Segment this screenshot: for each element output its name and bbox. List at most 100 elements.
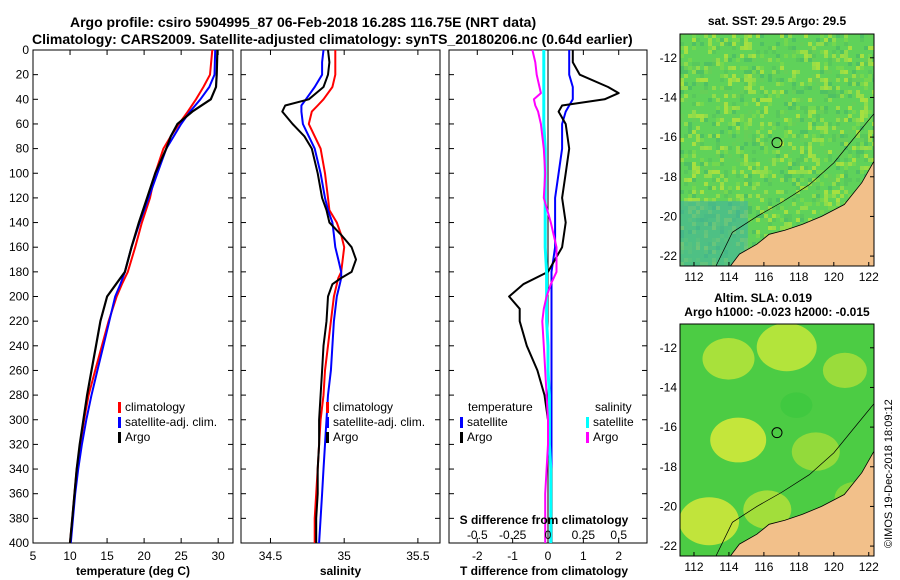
sla-map-ytick-label: -18 — [660, 460, 678, 474]
difference-xtick-label: -2 — [472, 549, 483, 563]
temperature-ytick-label: 160 — [9, 240, 29, 254]
sst-map-xtick-label: 120 — [824, 270, 844, 284]
difference-s-tick-label: 0.5 — [610, 528, 627, 542]
temperature-ytick-label: 40 — [16, 92, 30, 106]
difference-series-2 — [542, 50, 553, 543]
sst-map-xtick-label: 122 — [859, 270, 879, 284]
sla-map-ytick-label: -14 — [660, 380, 678, 394]
difference-legend-s-argo-label: Argo — [593, 430, 619, 444]
sla-map-sla-blob — [822, 352, 867, 388]
sla-map-contour — [715, 403, 874, 556]
figure-title-line1: Argo profile: csiro 5904995_87 06-Feb-20… — [70, 14, 537, 30]
sst-map-ytick-label: -14 — [660, 90, 678, 104]
temperature-ytick-label: 60 — [16, 117, 30, 131]
salinity-legend-0-label: climatology — [333, 400, 393, 414]
sst-map-xtick-label: 116 — [754, 270, 773, 284]
difference-s-tick-label: 0 — [545, 528, 552, 542]
salinity-series-argo — [281, 49, 357, 543]
difference-panel: -2 -1 0 1 2 -0.5 -0.25 0 0.25 0.5S difference fro… — [448, 49, 648, 578]
sla-map-sla-blob — [702, 338, 755, 380]
temperature-legend-0-label: climatology — [125, 400, 185, 414]
temperature-legend-2-label: Argo — [125, 430, 151, 444]
salinity-xtick-label: 35.5 — [406, 549, 430, 563]
temperature-ytick-label: 360 — [9, 487, 29, 501]
sla-map-sla-blob — [756, 324, 817, 372]
sst-map-argo-marker — [771, 137, 783, 149]
sst-map-contour — [715, 113, 874, 266]
sla-map-ytick-label: -22 — [660, 539, 678, 553]
temperature-ytick-label: 20 — [16, 68, 30, 82]
temperature-ytick-label: 240 — [9, 339, 29, 353]
temperature-ytick-label: 180 — [9, 265, 29, 279]
temperature-xtick-label: 15 — [100, 549, 114, 563]
sla-map-sla-blob — [710, 417, 767, 463]
temperature-ytick-label: 120 — [9, 191, 29, 205]
sst-map-ytick-label: -12 — [660, 51, 678, 65]
temperature-ytick-label: 0 — [22, 43, 29, 57]
sla-map-ytick-label: -16 — [660, 420, 678, 434]
difference-xlabel: T difference from climatology — [460, 564, 628, 578]
temperature-ytick-label: 400 — [9, 536, 29, 550]
salinity-frame — [240, 49, 441, 544]
temperature-legend-2-swatch — [118, 432, 121, 443]
difference-xtick-label: 2 — [615, 549, 622, 563]
sst-map-title: sat. SST: 29.5 Argo: 29.5 — [708, 14, 847, 28]
temperature-frame — [32, 49, 234, 544]
sla-map-subtitle: Argo h1000: -0.023 h2000: -0.015 — [684, 305, 870, 319]
temperature-ytick-label: 340 — [9, 462, 29, 476]
temperature-legend-1-swatch — [118, 417, 121, 428]
temperature-xtick-label: 5 — [30, 549, 37, 563]
temperature-ytick-label: 200 — [9, 290, 29, 304]
sla-map-xtick-label: 120 — [824, 560, 844, 574]
temperature-xtick-label: 25 — [174, 549, 188, 563]
sla-map-xtick-label: 114 — [719, 560, 738, 574]
sla-map-ytick-label: -20 — [660, 499, 678, 513]
difference-legend-s-satellite-label: satellite — [593, 415, 634, 429]
salinity-series-climatology — [307, 50, 346, 543]
sst-map-ytick-label: -20 — [660, 209, 678, 223]
temperature-ytick-label: 300 — [9, 413, 29, 427]
sst-map-ytick-label: -22 — [660, 249, 678, 263]
salinity-legend-1-swatch — [326, 417, 329, 428]
temperature-xlabel: temperature (deg C) — [76, 564, 190, 578]
sla-map-panel: 112 114 116 118 120 122 -12 -14 -16 -18 -20 -22 Alti… — [660, 291, 879, 574]
difference-s-xlabel: S difference from climatology — [460, 513, 629, 527]
temperature-ytick-label: 280 — [9, 388, 29, 402]
figure-title-line2: Climatology: CARS2009. Satellite-adjuste… — [32, 31, 633, 47]
difference-xtick-label: 0 — [545, 549, 552, 563]
sst-map-ytick-label: -16 — [660, 130, 678, 144]
sst-map-frame — [679, 33, 875, 267]
sst-map-xtick-label: 112 — [684, 270, 703, 284]
difference-legend-t-satellite-swatch — [460, 417, 463, 428]
temperature-legend-1-label: satellite-adj. clim. — [125, 415, 217, 429]
sst-map-xtick-label: 114 — [719, 270, 738, 284]
sst-map-xtick-label: 118 — [789, 270, 808, 284]
temperature-ytick-label: 100 — [9, 166, 29, 180]
difference-s-tick-label: 0.25 — [572, 528, 596, 542]
sst-map-land — [729, 154, 874, 266]
salinity-xtick-label: 34.5 — [259, 549, 283, 563]
sla-map-argo-marker — [771, 427, 783, 439]
difference-series-3 — [531, 49, 558, 543]
temperature-xtick-label: 10 — [63, 549, 77, 563]
sla-map-xtick-label: 112 — [684, 560, 703, 574]
temperature-ytick-label: 320 — [9, 437, 29, 451]
sla-map-sla-blob — [680, 497, 740, 546]
temperature-legend-0-swatch — [118, 402, 121, 413]
sla-map-xtick-label: 118 — [789, 560, 808, 574]
temperature-ytick-label: 260 — [9, 363, 29, 377]
difference-legend-t-argo-label: Argo — [467, 430, 493, 444]
sla-map-xtick-label: 116 — [754, 560, 773, 574]
temperature-series-argo — [68, 49, 219, 544]
difference-legend-t-satellite-label: satellite — [467, 415, 508, 429]
temperature-panel: 5 10 15 20 25 3002040608010012014016018020022… — [9, 43, 234, 578]
difference-xtick-label: 1 — [580, 549, 587, 563]
temperature-xtick-label: 30 — [212, 549, 226, 563]
sla-map-title: Altim. SLA: 0.019 — [714, 291, 812, 305]
salinity-legend-0-swatch — [326, 402, 329, 413]
difference-xtick-label: -1 — [507, 549, 518, 563]
difference-series-0 — [550, 50, 574, 543]
sla-map-xtick-label: 122 — [859, 560, 879, 574]
difference-legend-t-argo-swatch — [460, 432, 463, 443]
